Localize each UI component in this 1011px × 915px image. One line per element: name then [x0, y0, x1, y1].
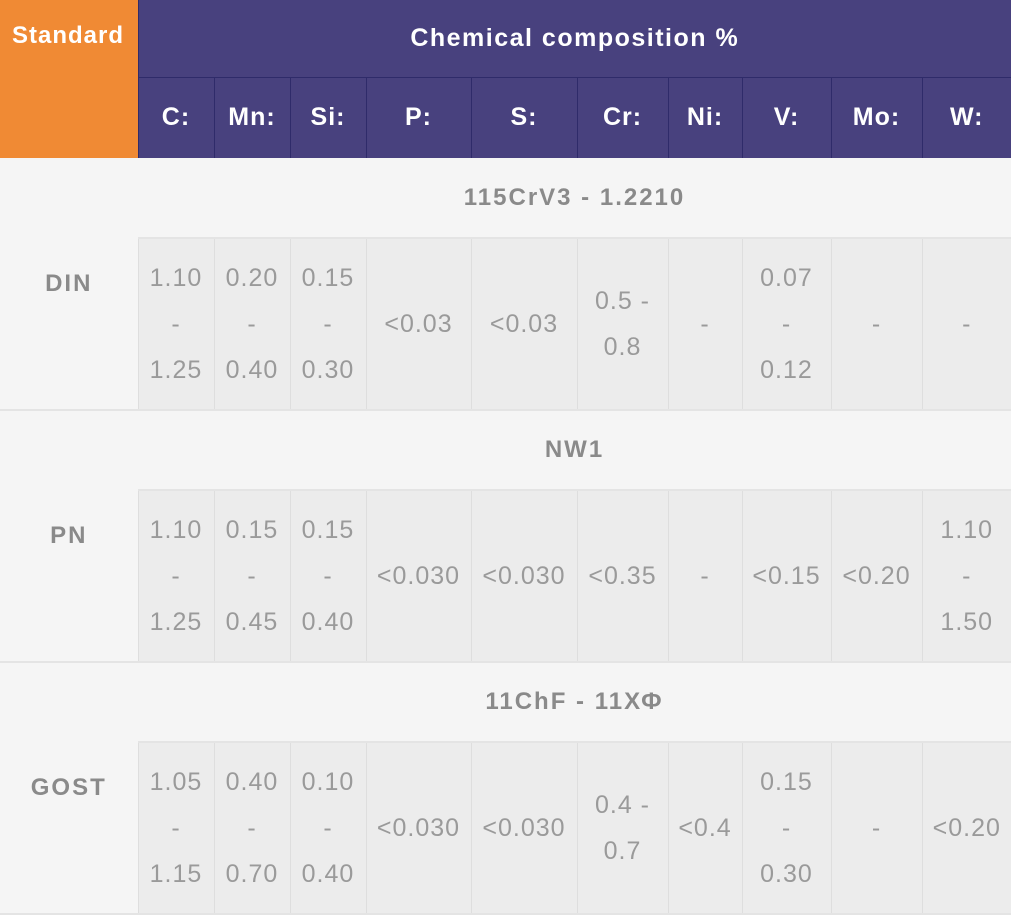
header-row-top: Standard Chemical composition % — [0, 0, 1011, 77]
value-gost-s: <0.030 — [471, 742, 577, 914]
value-din-c: 1.10 - 1.25 — [138, 238, 214, 410]
grade-row-pn: PN NW1 — [0, 410, 1011, 490]
values-row-gost: 1.05 - 1.15 0.40 - 0.70 0.10 - 0.40 <0.0… — [0, 742, 1011, 914]
value-gost-mn: 0.40 - 0.70 — [214, 742, 290, 914]
value-din-w: - — [922, 238, 1011, 410]
element-header-cr: Cr: — [577, 77, 668, 158]
element-header-p: P: — [366, 77, 471, 158]
value-pn-p: <0.030 — [366, 490, 471, 662]
value-gost-ni: <0.4 — [668, 742, 742, 914]
grade-name-pn: NW1 — [138, 410, 1011, 490]
value-pn-si: 0.15 - 0.40 — [290, 490, 366, 662]
grade-name-gost: 11ChF - 11ХФ — [138, 662, 1011, 742]
element-header-row: C: Mn: Si: P: S: Cr: Ni: V: Mo: W: — [0, 77, 1011, 158]
element-header-w: W: — [922, 77, 1011, 158]
value-gost-p: <0.030 — [366, 742, 471, 914]
value-gost-cr: 0.4 - 0.7 — [577, 742, 668, 914]
element-header-mo: Mo: — [831, 77, 922, 158]
value-din-si: 0.15 - 0.30 — [290, 238, 366, 410]
value-gost-si: 0.10 - 0.40 — [290, 742, 366, 914]
element-header-s: S: — [471, 77, 577, 158]
value-din-ni: - — [668, 238, 742, 410]
values-row-pn: 1.10 - 1.25 0.15 - 0.45 0.15 - 0.40 <0.0… — [0, 490, 1011, 662]
value-din-s: <0.03 — [471, 238, 577, 410]
standard-cell-din: DIN — [0, 158, 138, 410]
element-header-v: V: — [742, 77, 831, 158]
value-pn-s: <0.030 — [471, 490, 577, 662]
value-gost-c: 1.05 - 1.15 — [138, 742, 214, 914]
value-din-v: 0.07 - 0.12 — [742, 238, 831, 410]
value-pn-c: 1.10 - 1.25 — [138, 490, 214, 662]
value-din-mo: - — [831, 238, 922, 410]
value-gost-v: 0.15 - 0.30 — [742, 742, 831, 914]
value-pn-ni: - — [668, 490, 742, 662]
element-header-mn: Mn: — [214, 77, 290, 158]
value-gost-mo: - — [831, 742, 922, 914]
value-din-cr: 0.5 - 0.8 — [577, 238, 668, 410]
value-pn-mn: 0.15 - 0.45 — [214, 490, 290, 662]
standard-header: Standard — [0, 0, 138, 158]
value-pn-v: <0.15 — [742, 490, 831, 662]
value-din-mn: 0.20 - 0.40 — [214, 238, 290, 410]
element-header-si: Si: — [290, 77, 366, 158]
grade-name-din: 115CrV3 - 1.2210 — [138, 158, 1011, 238]
values-row-din: 1.10 - 1.25 0.20 - 0.40 0.15 - 0.30 <0.0… — [0, 238, 1011, 410]
value-din-p: <0.03 — [366, 238, 471, 410]
grade-row-din: DIN 115CrV3 - 1.2210 — [0, 158, 1011, 238]
value-pn-w: 1.10 - 1.50 — [922, 490, 1011, 662]
standard-cell-gost: GOST — [0, 662, 138, 914]
element-header-c: C: — [138, 77, 214, 158]
value-pn-mo: <0.20 — [831, 490, 922, 662]
standard-cell-pn: PN — [0, 410, 138, 662]
chemical-composition-header: Chemical composition % — [138, 0, 1011, 77]
value-pn-cr: <0.35 — [577, 490, 668, 662]
value-gost-w: <0.20 — [922, 742, 1011, 914]
grade-row-gost: GOST 11ChF - 11ХФ — [0, 662, 1011, 742]
element-header-ni: Ni: — [668, 77, 742, 158]
